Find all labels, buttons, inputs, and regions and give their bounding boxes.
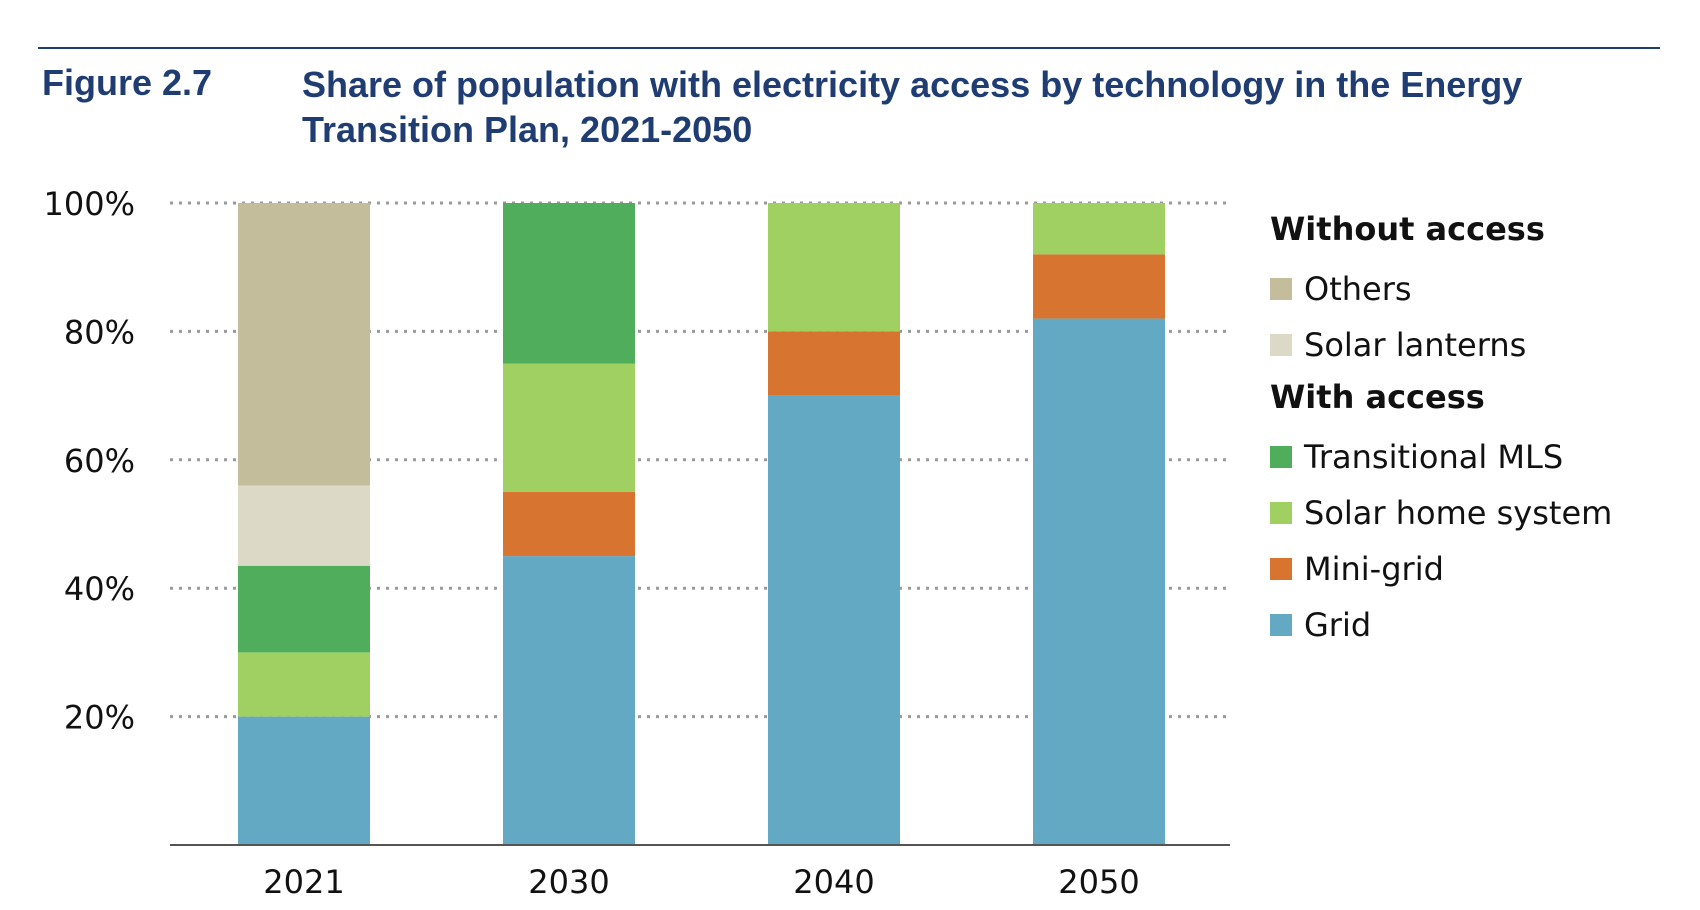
- x-tick-label: 2050: [1058, 863, 1139, 901]
- y-tick-label: 60%: [64, 442, 135, 480]
- y-tick-label: 20%: [64, 699, 135, 737]
- legend-item-solar-home-system: Solar home system: [1270, 485, 1612, 541]
- legend-item-mini-grid: Mini-grid: [1270, 541, 1612, 597]
- bar-segment-solar-lanterns-2021: [238, 485, 370, 566]
- legend-label-solar-home-system: Solar home system: [1304, 494, 1613, 532]
- legend-item-others: Others: [1270, 261, 1612, 317]
- figure-title: Share of population with electricity acc…: [302, 64, 1523, 150]
- y-tick-label: 100%: [44, 185, 135, 223]
- bar-segment-grid-2030: [503, 556, 635, 845]
- figure-label: Figure 2.7: [42, 62, 213, 103]
- bar-segment-grid-2040: [768, 395, 900, 845]
- y-tick-label: 80%: [64, 313, 135, 351]
- top-rule: [38, 47, 1660, 49]
- bar-segment-mini-grid-2050: [1033, 254, 1165, 319]
- legend-swatch-mini-grid: [1270, 558, 1292, 580]
- legend-label-solar-lanterns: Solar lanterns: [1304, 326, 1527, 364]
- legend-label-transitional-mls: Transitional MLS: [1304, 438, 1564, 476]
- legend-label-others: Others: [1304, 270, 1412, 308]
- bar-segment-mini-grid-2040: [768, 331, 900, 396]
- legend-item-solar-lanterns: Solar lanterns: [1270, 317, 1612, 373]
- legend-swatch-grid: [1270, 614, 1292, 636]
- axes: 20% 40% 60% 80% 100% 2021 2030 2040 2050: [44, 185, 1230, 901]
- legend-item-transitional-mls: Transitional MLS: [1270, 429, 1612, 485]
- bars: [238, 203, 1165, 845]
- x-tick-label: 2040: [793, 863, 874, 901]
- bar-segment-transitional-mls-2021: [238, 565, 370, 653]
- legend: Without access Others Solar lanterns Wit…: [1270, 205, 1612, 653]
- bar-segment-solar-home-system-2040: [768, 203, 900, 332]
- bar-segment-solar-home-system-2021: [238, 652, 370, 717]
- legend-group-title-with-access: With access: [1270, 378, 1485, 416]
- legend-label-grid: Grid: [1304, 606, 1372, 644]
- legend-item-grid: Grid: [1270, 597, 1612, 653]
- x-tick-label: 2021: [263, 863, 344, 901]
- legend-label-mini-grid: Mini-grid: [1304, 550, 1444, 588]
- bar-segment-solar-home-system-2030: [503, 363, 635, 492]
- bar-segment-grid-2021: [238, 716, 370, 845]
- y-tick-label: 40%: [64, 570, 135, 608]
- bar-segment-others-2021: [238, 203, 370, 486]
- legend-swatch-others: [1270, 278, 1292, 300]
- x-tick-label: 2030: [528, 863, 609, 901]
- bar-segment-mini-grid-2030: [503, 491, 635, 557]
- bar-segment-solar-home-system-2050: [1033, 203, 1165, 255]
- bar-segment-transitional-mls-2030: [503, 203, 635, 364]
- bar-segment-grid-2050: [1033, 318, 1165, 845]
- legend-swatch-transitional-mls: [1270, 446, 1292, 468]
- legend-swatch-solar-home-system: [1270, 502, 1292, 524]
- legend-swatch-solar-lanterns: [1270, 334, 1292, 356]
- legend-group-title-without-access: Without access: [1270, 210, 1545, 248]
